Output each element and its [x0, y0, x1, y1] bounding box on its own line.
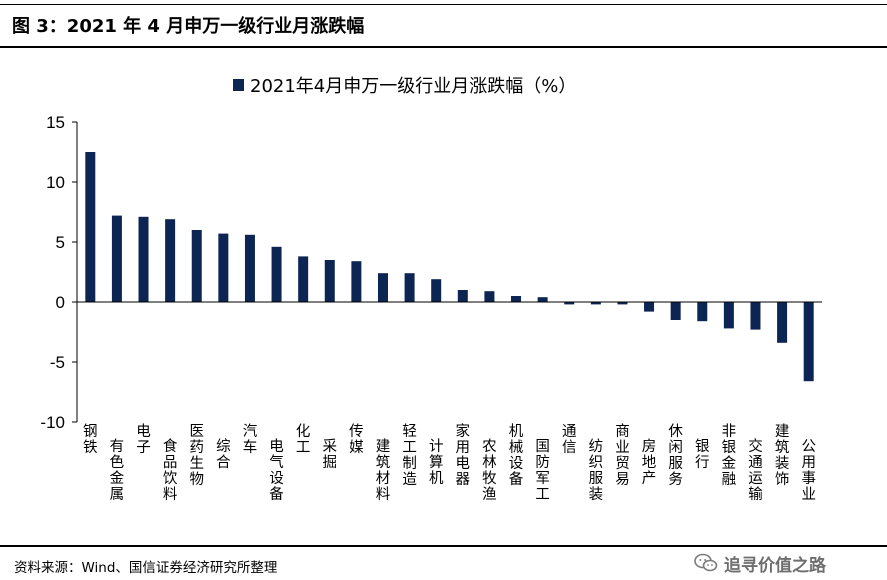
bar — [670, 302, 681, 320]
x-tick-label: 纺织服装 — [589, 438, 604, 503]
x-tick-label: 计算机 — [429, 438, 444, 487]
bar — [244, 234, 255, 302]
x-tick-label: 非银金融 — [722, 423, 737, 488]
x-tick-label: 医药生物 — [189, 424, 204, 488]
source-note: 资料来源：Wind、国信证券经济研究所整理 — [14, 560, 278, 576]
x-tick-label: 农林牧渔 — [482, 438, 497, 503]
header-rule-top — [0, 4, 887, 5]
bar — [298, 256, 309, 302]
y-tick-label: -5 — [50, 353, 65, 372]
x-tick-label: 通信 — [562, 423, 577, 456]
figure-title: 图 3：2021 年 4 月申万一级行业月涨跌幅 — [12, 16, 365, 37]
bar — [377, 273, 388, 302]
x-tick-label: 综合 — [216, 438, 231, 471]
bar — [404, 273, 415, 302]
bar — [803, 302, 814, 382]
bar — [537, 297, 548, 302]
bar — [697, 302, 708, 322]
y-tick-label: 15 — [46, 113, 65, 132]
bar — [85, 152, 96, 302]
x-tick-label: 机械设备 — [509, 423, 524, 488]
x-tick-label: 有色金属 — [110, 438, 125, 503]
bar — [457, 290, 468, 302]
x-tick-label: 国防军工 — [535, 439, 550, 503]
watermark-text: 追寻价值之路 — [724, 555, 826, 576]
x-tick-label: 建筑装饰 — [775, 423, 790, 488]
x-tick-label: 公用事业 — [801, 439, 816, 503]
legend-label: 2021年4月申万一级行业月涨跌幅（%） — [250, 76, 576, 97]
bar — [644, 302, 655, 312]
x-tick-label: 电子 — [136, 423, 151, 456]
y-tick-label: -10 — [40, 413, 65, 432]
bar — [590, 302, 601, 305]
bar — [777, 302, 788, 343]
y-tick-label: 5 — [56, 233, 65, 252]
bar — [218, 233, 229, 302]
bar — [138, 216, 149, 302]
x-tick-label: 交通运输 — [748, 437, 763, 503]
bar — [111, 215, 122, 302]
x-tick-label: 休闲服务 — [668, 423, 683, 488]
x-tick-label: 轻工制造 — [402, 423, 417, 488]
bar — [271, 246, 282, 302]
bar — [324, 260, 335, 302]
bar — [351, 261, 362, 302]
x-tick-label: 采掘 — [323, 438, 338, 471]
x-tick-label: 食品饮料 — [163, 438, 178, 503]
footer-rule — [0, 545, 887, 547]
bar — [165, 219, 176, 302]
figure-footer: 资料来源：Wind、国信证券经济研究所整理 追寻价值之路 — [0, 548, 887, 580]
x-tick-label: 商业贸易 — [615, 423, 630, 488]
x-tick-label: 汽车 — [243, 423, 258, 456]
x-tick-label: 钢铁 — [83, 423, 98, 456]
x-tick-label: 家用电器 — [456, 423, 471, 488]
y-tick-label: 0 — [56, 293, 65, 312]
watermark: 追寻价值之路 — [694, 548, 826, 578]
bar — [484, 291, 495, 302]
figure-header: 图 3：2021 年 4 月申万一级行业月涨跌幅 — [0, 0, 887, 48]
bar — [617, 302, 628, 305]
y-tick-label: 10 — [46, 173, 65, 192]
bar — [511, 296, 522, 302]
wechat-icon — [694, 553, 718, 572]
x-tick-label: 房地产 — [642, 438, 657, 487]
bar — [564, 302, 575, 305]
x-tick-label: 建筑材料 — [376, 438, 391, 503]
bar-chart: 2021年4月申万一级行业月涨跌幅（%） 15 10 5 0 -5 -10 钢铁 有色金属电子食… — [40, 76, 822, 503]
header-rule-bottom — [0, 46, 887, 48]
legend-swatch — [233, 79, 244, 91]
bar — [431, 279, 442, 302]
x-tick-label: 电气设备 — [269, 438, 284, 503]
bar — [191, 230, 202, 302]
x-tick-label: 化工 — [296, 423, 311, 456]
bar — [723, 302, 734, 329]
x-tick-label: 传媒 — [349, 423, 364, 456]
bar — [750, 302, 761, 330]
x-tick-label: 银行 — [695, 438, 710, 471]
